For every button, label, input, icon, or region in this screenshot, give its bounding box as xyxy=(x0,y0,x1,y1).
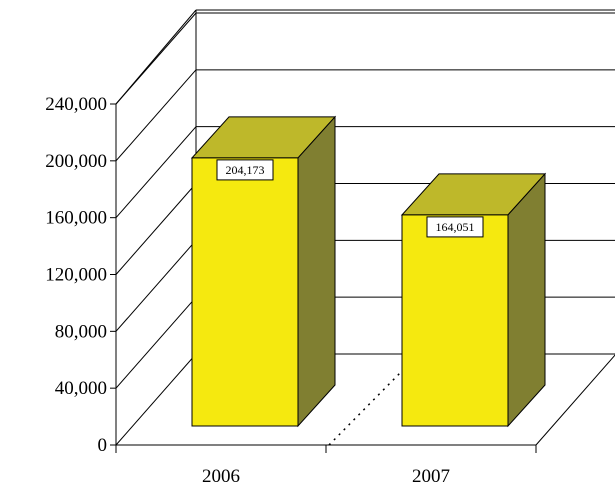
y-tick-label: 120,000 xyxy=(45,265,107,286)
bar-side-face xyxy=(507,172,546,428)
gridline-diagonal xyxy=(115,69,197,162)
bar-front-face xyxy=(191,157,299,427)
data-label-box xyxy=(216,159,274,181)
bar-front-face xyxy=(401,214,509,427)
y-axis-ticks: 0 40,000 80,000 120,000 160,000 200,000 240,00… xyxy=(45,94,116,456)
y-tick-label: 80,000 xyxy=(55,321,107,342)
y-tick-label: 160,000 xyxy=(45,208,107,229)
data-labels: 204,173 164,051 xyxy=(216,159,484,238)
gridline-diagonal xyxy=(115,240,197,332)
y-tick-label: 240,000 xyxy=(45,94,107,115)
data-label: 204,173 xyxy=(216,159,274,181)
gridline-diagonal xyxy=(115,296,197,389)
floor-right-edge xyxy=(535,354,615,446)
y-tick-label: 40,000 xyxy=(55,378,107,399)
category-divider-dotted xyxy=(328,371,402,446)
bar-side-face xyxy=(297,115,336,428)
bar xyxy=(400,172,547,428)
x-tick-label: 2007 xyxy=(412,466,450,487)
data-label-box xyxy=(426,216,484,238)
gridline-diagonal xyxy=(115,12,197,105)
data-label-text: 204,173 xyxy=(226,163,265,177)
bars xyxy=(190,115,547,428)
x-axis: 2006 2007 xyxy=(115,371,537,487)
gridline-diagonal xyxy=(115,353,197,446)
gridline-diagonal xyxy=(115,183,197,275)
x-tick-label: 2006 xyxy=(202,466,240,487)
y-tick-label: 0 xyxy=(98,435,108,456)
gridline-diagonal xyxy=(115,126,197,218)
data-label: 164,051 xyxy=(426,216,484,238)
data-label-text: 164,051 xyxy=(436,220,475,234)
y-tick-label: 200,000 xyxy=(45,151,107,172)
bar xyxy=(190,115,337,428)
